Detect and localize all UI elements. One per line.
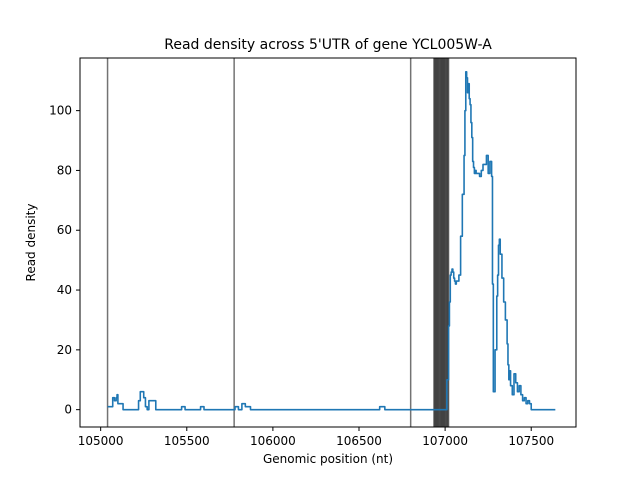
series-line-0 bbox=[107, 70, 556, 411]
y-tick-label: 100 bbox=[49, 104, 72, 118]
x-tick-label: 105500 bbox=[164, 434, 210, 448]
y-axis-label: Read density bbox=[24, 204, 38, 282]
axes-frame bbox=[79, 57, 577, 428]
y-tick-label: 20 bbox=[57, 343, 72, 357]
vertical-lines bbox=[106, 58, 450, 427]
x-axis-ticks: 105000 105500 106000 106500 107000 107500 bbox=[78, 427, 554, 448]
y-tick-label: 40 bbox=[57, 283, 72, 297]
y-tick-label: 60 bbox=[57, 223, 72, 237]
x-tick-label: 107000 bbox=[422, 434, 468, 448]
x-tick-label: 106000 bbox=[250, 434, 296, 448]
chart-title: Read density across 5'UTR of gene YCL005… bbox=[164, 37, 492, 53]
x-tick-label: 107500 bbox=[508, 434, 554, 448]
y-axis-ticks: 0 20 40 60 80 100 bbox=[49, 104, 80, 417]
series-layer bbox=[107, 70, 556, 411]
y-tick-label: 80 bbox=[57, 163, 72, 177]
x-axis-label: Genomic position (nt) bbox=[263, 452, 393, 466]
y-tick-label: 0 bbox=[64, 403, 72, 417]
x-tick-label: 106500 bbox=[336, 434, 382, 448]
x-tick-label: 105000 bbox=[78, 434, 124, 448]
